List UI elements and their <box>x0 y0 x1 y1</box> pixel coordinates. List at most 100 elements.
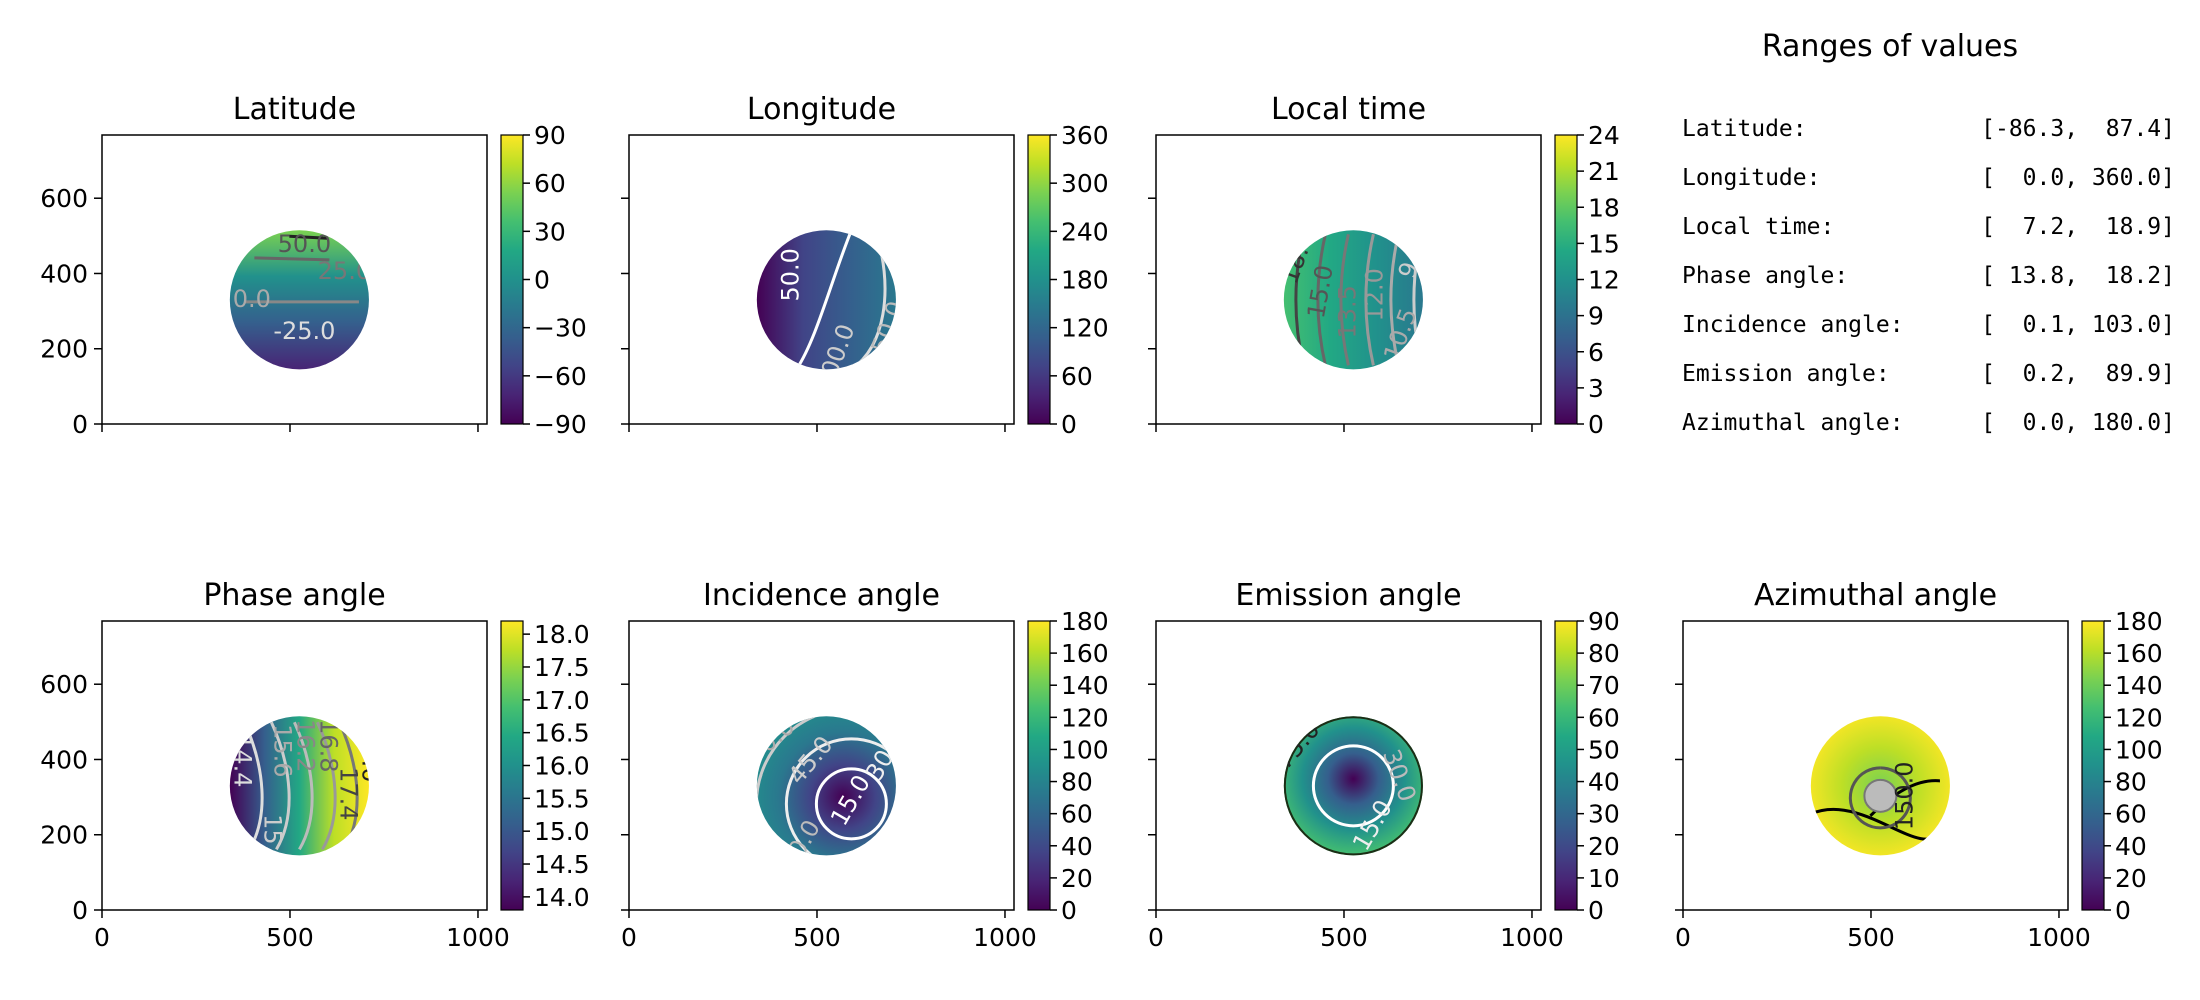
subplot-local-time: Local time18.015.013.512.010.59.02421181… <box>1148 92 1620 439</box>
colorbar-tick-label: 120 <box>2115 703 2163 732</box>
y-tick-label: 200 <box>40 821 88 850</box>
colorbar-tick-label: 70 <box>1588 671 1620 700</box>
contour-line <box>293 721 314 851</box>
axes-frame <box>1682 620 2069 911</box>
contours: 18.017.416.816.215.615.014.4 <box>230 719 369 855</box>
subplot-title: Incidence angle <box>703 578 940 613</box>
y-tick-label: 200 <box>40 335 88 364</box>
subplot-azimuthal-angle: Azimuthal angle175.0150.0050010001801601… <box>1675 578 2163 952</box>
ranges-row-label: Phase angle: <box>1682 263 1848 289</box>
colorbar-tick-label: 60 <box>1588 703 1620 732</box>
x-tick-label: 500 <box>793 923 841 952</box>
colorbar-tick-label: 15.5 <box>534 784 590 813</box>
colorbar-tick-label: 20 <box>1588 832 1620 861</box>
colorbar-tick-label: 80 <box>1061 768 1093 797</box>
contour-label: 17.4 <box>334 767 362 820</box>
y-tick-label: 600 <box>40 184 88 213</box>
axes-frame <box>1155 620 1542 911</box>
contour-label: 150.0 <box>1890 761 1918 830</box>
colorbar-tick-label: 30 <box>534 217 566 246</box>
x-tick-label: 500 <box>1847 923 1895 952</box>
colorbar-tick-label: 90 <box>534 121 566 150</box>
colorbar-tick-label: 160 <box>1061 639 1109 668</box>
y-tick-label: 0 <box>72 896 88 925</box>
colorbar-tick-label: 80 <box>1588 639 1620 668</box>
axes-frame <box>628 134 1015 425</box>
planet-disk <box>1283 716 1423 856</box>
contour-line <box>254 256 330 262</box>
ranges-row-label: Latitude: <box>1682 116 1807 142</box>
colorbar-tick-label: 100 <box>1061 735 1109 764</box>
contour-line <box>814 767 888 841</box>
colorbar-tick-label: 40 <box>2115 832 2147 861</box>
colorbar-tick-label: 10 <box>1588 864 1620 893</box>
colorbar-tick-label: 40 <box>1588 768 1620 797</box>
contour-label: -25.0 <box>273 317 335 345</box>
colorbar-tick-label: 17.0 <box>534 686 590 715</box>
ranges-row-label: Emission angle: <box>1682 361 1890 387</box>
colorbar-tick-label: 18 <box>1588 193 1620 222</box>
colorbar-tick-label: 180 <box>1061 266 1109 295</box>
contour-label: 12.0 <box>1360 268 1388 321</box>
colorbar-tick-label: 12 <box>1588 266 1620 295</box>
ranges-row-label: Local time: <box>1682 214 1834 240</box>
colorbar-tick-label: 60 <box>534 169 566 198</box>
x-tick-label: 0 <box>1675 923 1691 952</box>
axes-frame <box>101 620 488 911</box>
colorbar-tick-label: 120 <box>1061 703 1109 732</box>
contour-line <box>795 230 853 370</box>
colorbar <box>1027 620 1051 911</box>
colorbar-tick-label: 20 <box>1061 864 1093 893</box>
subplot-title: Longitude <box>747 92 896 127</box>
contour-line <box>289 234 328 240</box>
ranges-panel: Ranges of values Latitude: [-86.3, 87.4] Lo… <box>1682 29 2175 436</box>
x-tick-label: 0 <box>621 923 637 952</box>
colorbar-tick-label: 60 <box>1061 362 1093 391</box>
colorbar-tick-label: 0 <box>1061 896 1077 925</box>
ranges-row-value: [ 0.0, 180.0] <box>1981 410 2175 436</box>
x-tick-label: 1000 <box>973 923 1037 952</box>
colorbar <box>1027 134 1051 425</box>
colorbar-tick-label: 15 <box>1588 229 1620 258</box>
colorbar-tick-label: 0 <box>2115 896 2131 925</box>
contour-label: 50.0 <box>776 248 804 301</box>
colorbar-tick-label: −90 <box>534 410 587 439</box>
axes-frame <box>628 620 1015 911</box>
colorbar-tick-label: 0 <box>1588 410 1604 439</box>
contour-label: 15.6 <box>268 724 296 777</box>
colorbar-tick-label: 0 <box>1061 410 1077 439</box>
y-tick-label: 400 <box>40 259 88 288</box>
colorbar-tick-label: 240 <box>1061 217 1109 246</box>
subplot-phase-angle: Phase angle 18.017.416.816.215.615.014.4 0… <box>40 578 589 952</box>
contour-label: 16.2 <box>291 719 319 772</box>
colorbar-tick-label: 15.0 <box>534 817 590 846</box>
ranges-row-value: [ 0.0, 360.0] <box>1981 165 2175 191</box>
ranges-row-value: [ 0.1, 103.0] <box>1981 312 2175 338</box>
colorbar-tick-label: 80 <box>2115 768 2147 797</box>
colorbar-tick-label: 0 <box>1588 896 1604 925</box>
colorbar-tick-label: 0 <box>534 266 550 295</box>
contour-line <box>1316 233 1327 366</box>
colorbar-tick-label: 9 <box>1588 302 1604 331</box>
subplot-title: Phase angle <box>203 578 385 613</box>
colorbar-tick-label: −60 <box>534 362 587 391</box>
contour-line <box>1311 744 1395 828</box>
ranges-title: Ranges of values <box>1762 29 2018 64</box>
ranges-row-value: [ 13.8, 18.2] <box>1981 263 2175 289</box>
colorbar <box>1554 134 1578 425</box>
colorbar-tick-label: 50 <box>1588 735 1620 764</box>
planet-disk <box>756 716 896 856</box>
colorbar-tick-label: 6 <box>1588 338 1604 367</box>
subplot-title: Local time <box>1271 92 1426 127</box>
colorbar-tick-label: 140 <box>1061 671 1109 700</box>
x-tick-label: 0 <box>94 923 110 952</box>
colorbar-tick-label: 18.0 <box>534 620 590 649</box>
contour-line <box>1339 233 1350 366</box>
axes-frame <box>1155 134 1542 425</box>
contour-line <box>270 721 291 851</box>
subplot-latitude: Latitude50.025.00.0-25.00200400600906030… <box>40 92 586 439</box>
x-tick-label: 1000 <box>2027 923 2091 952</box>
y-tick-label: 0 <box>72 410 88 439</box>
colorbar <box>2081 620 2105 911</box>
